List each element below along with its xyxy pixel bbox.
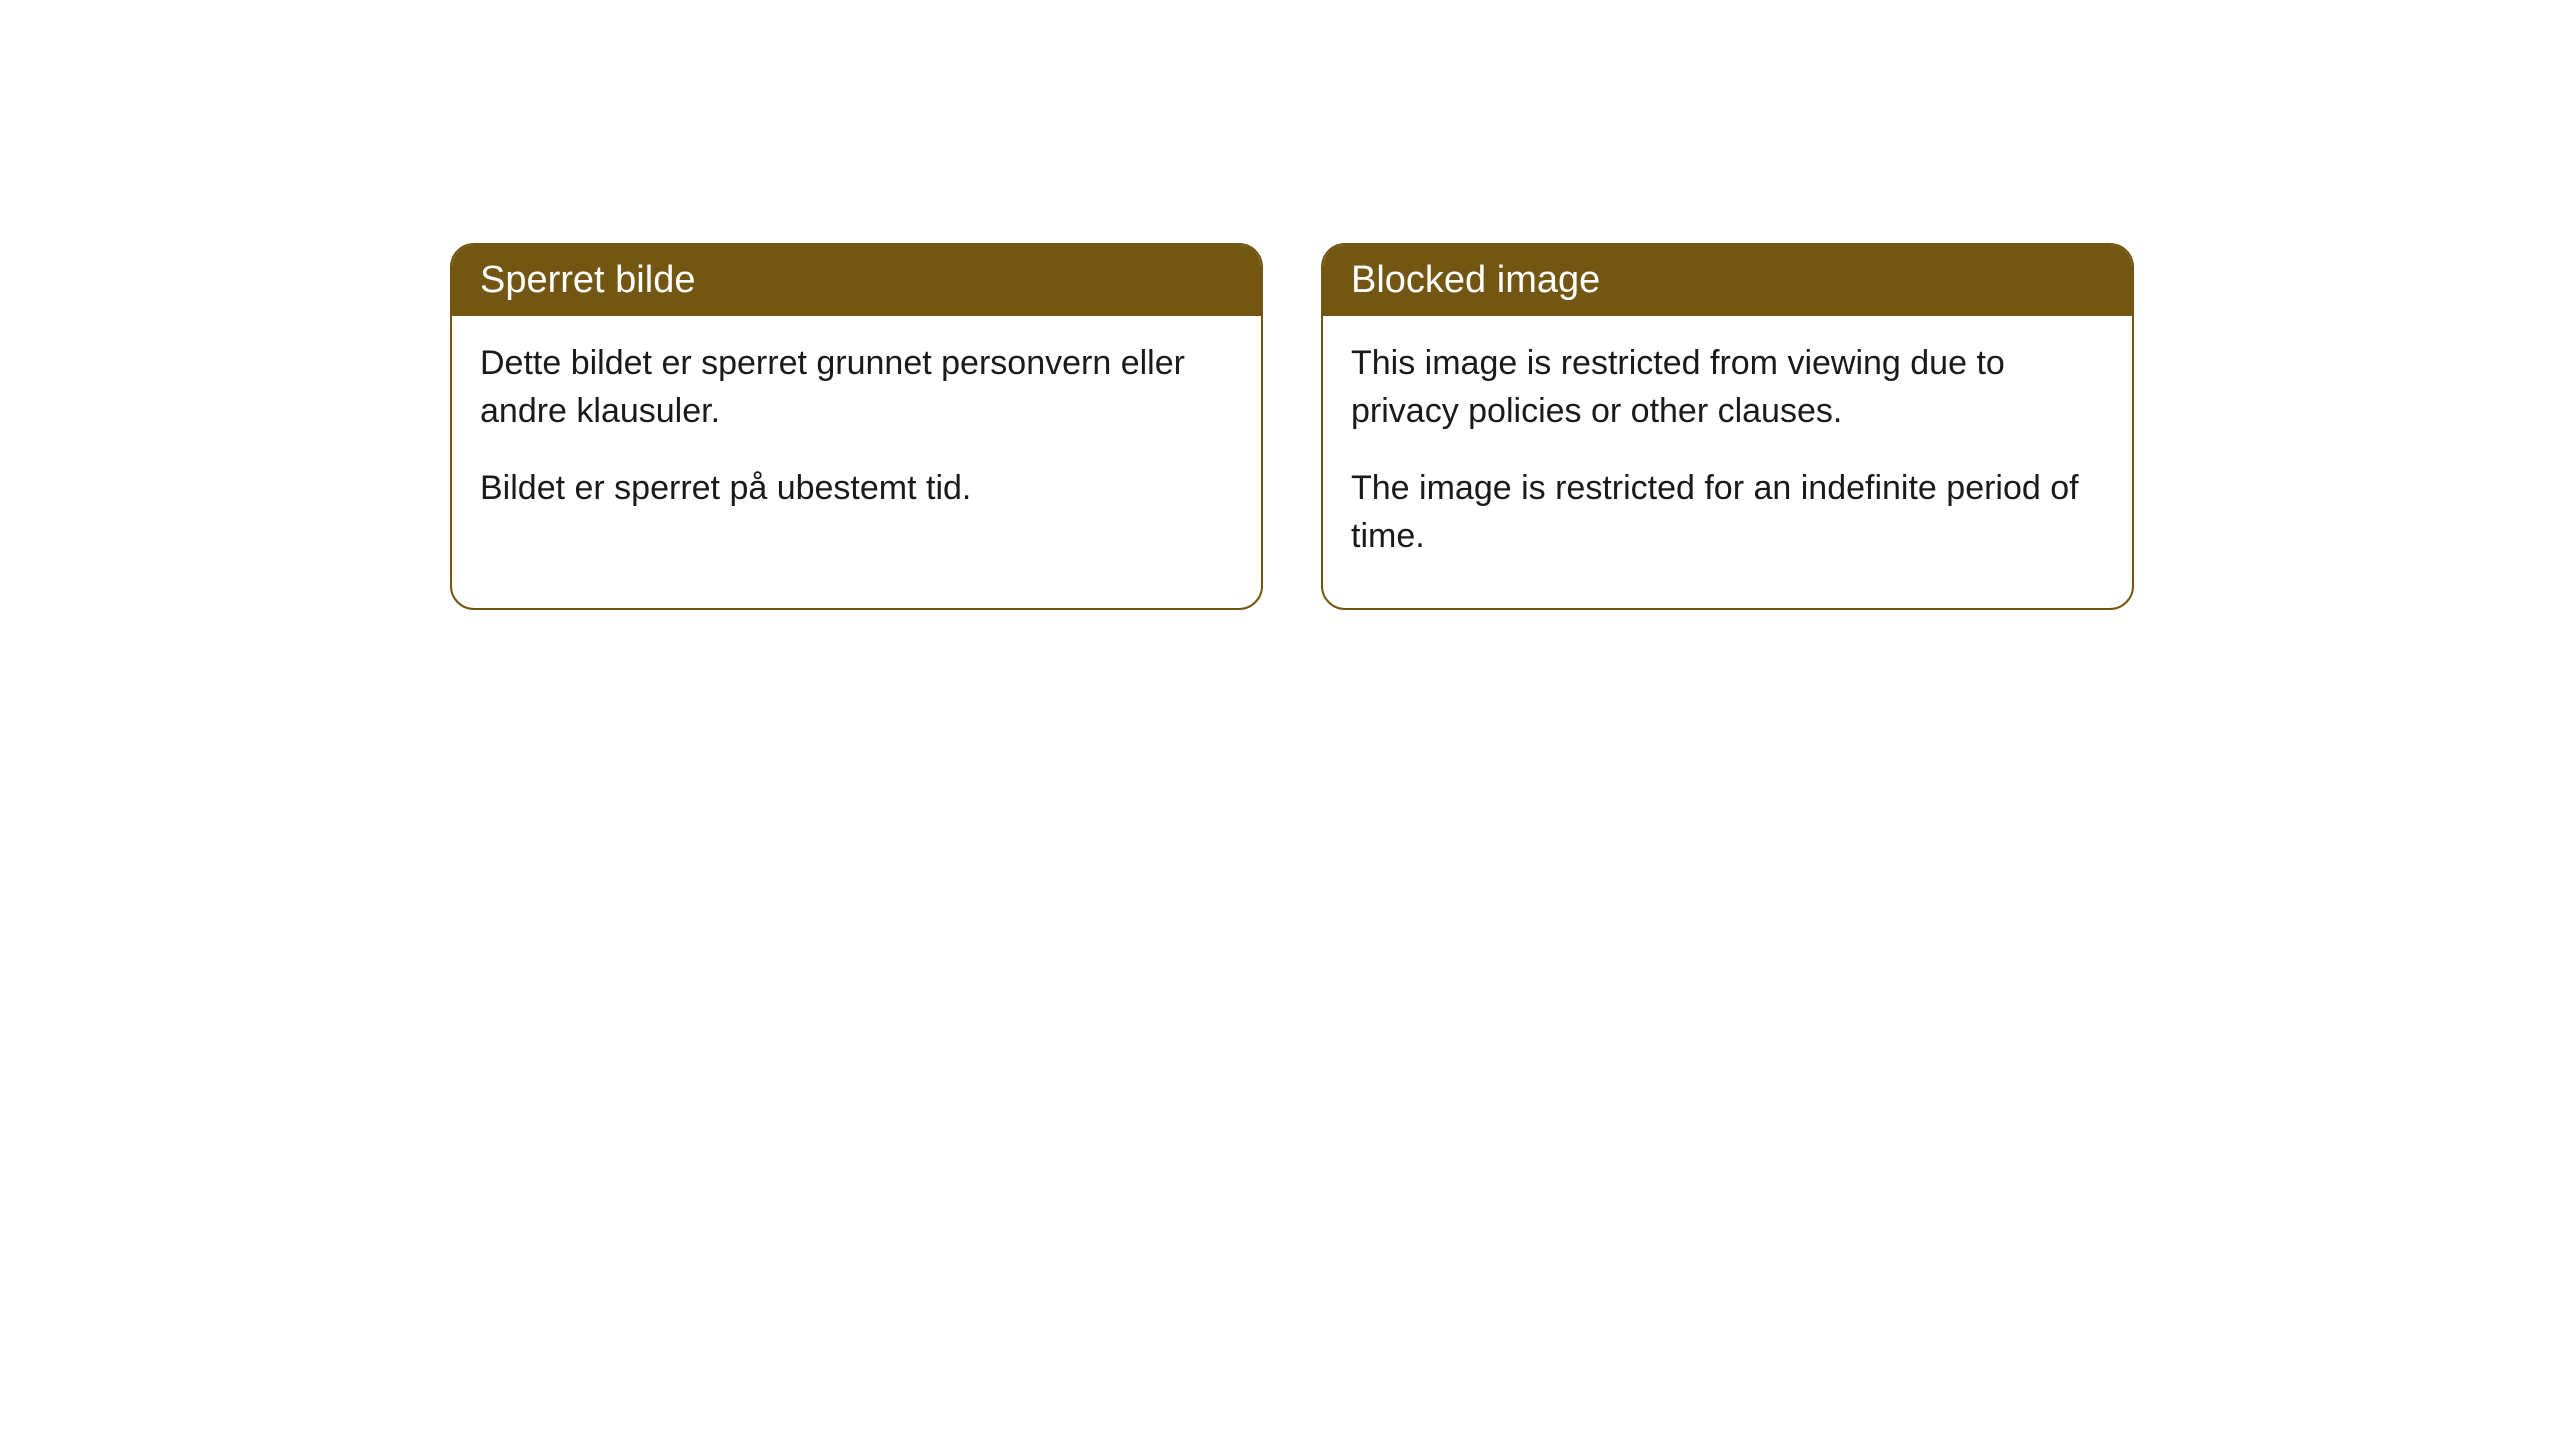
card-paragraph: Dette bildet er sperret grunnet personve… <box>480 340 1233 435</box>
notice-cards-container: Sperret bilde Dette bildet er sperret gr… <box>450 243 2560 610</box>
card-header: Sperret bilde <box>452 245 1261 316</box>
card-paragraph: The image is restricted for an indefinit… <box>1351 465 2104 560</box>
card-body: This image is restricted from viewing du… <box>1323 316 2132 608</box>
notice-card-norwegian: Sperret bilde Dette bildet er sperret gr… <box>450 243 1263 610</box>
card-paragraph: This image is restricted from viewing du… <box>1351 340 2104 435</box>
card-body: Dette bildet er sperret grunnet personve… <box>452 316 1261 561</box>
notice-card-english: Blocked image This image is restricted f… <box>1321 243 2134 610</box>
card-header: Blocked image <box>1323 245 2132 316</box>
card-paragraph: Bildet er sperret på ubestemt tid. <box>480 465 1233 513</box>
card-title: Sperret bilde <box>480 259 695 301</box>
card-title: Blocked image <box>1351 259 1600 301</box>
